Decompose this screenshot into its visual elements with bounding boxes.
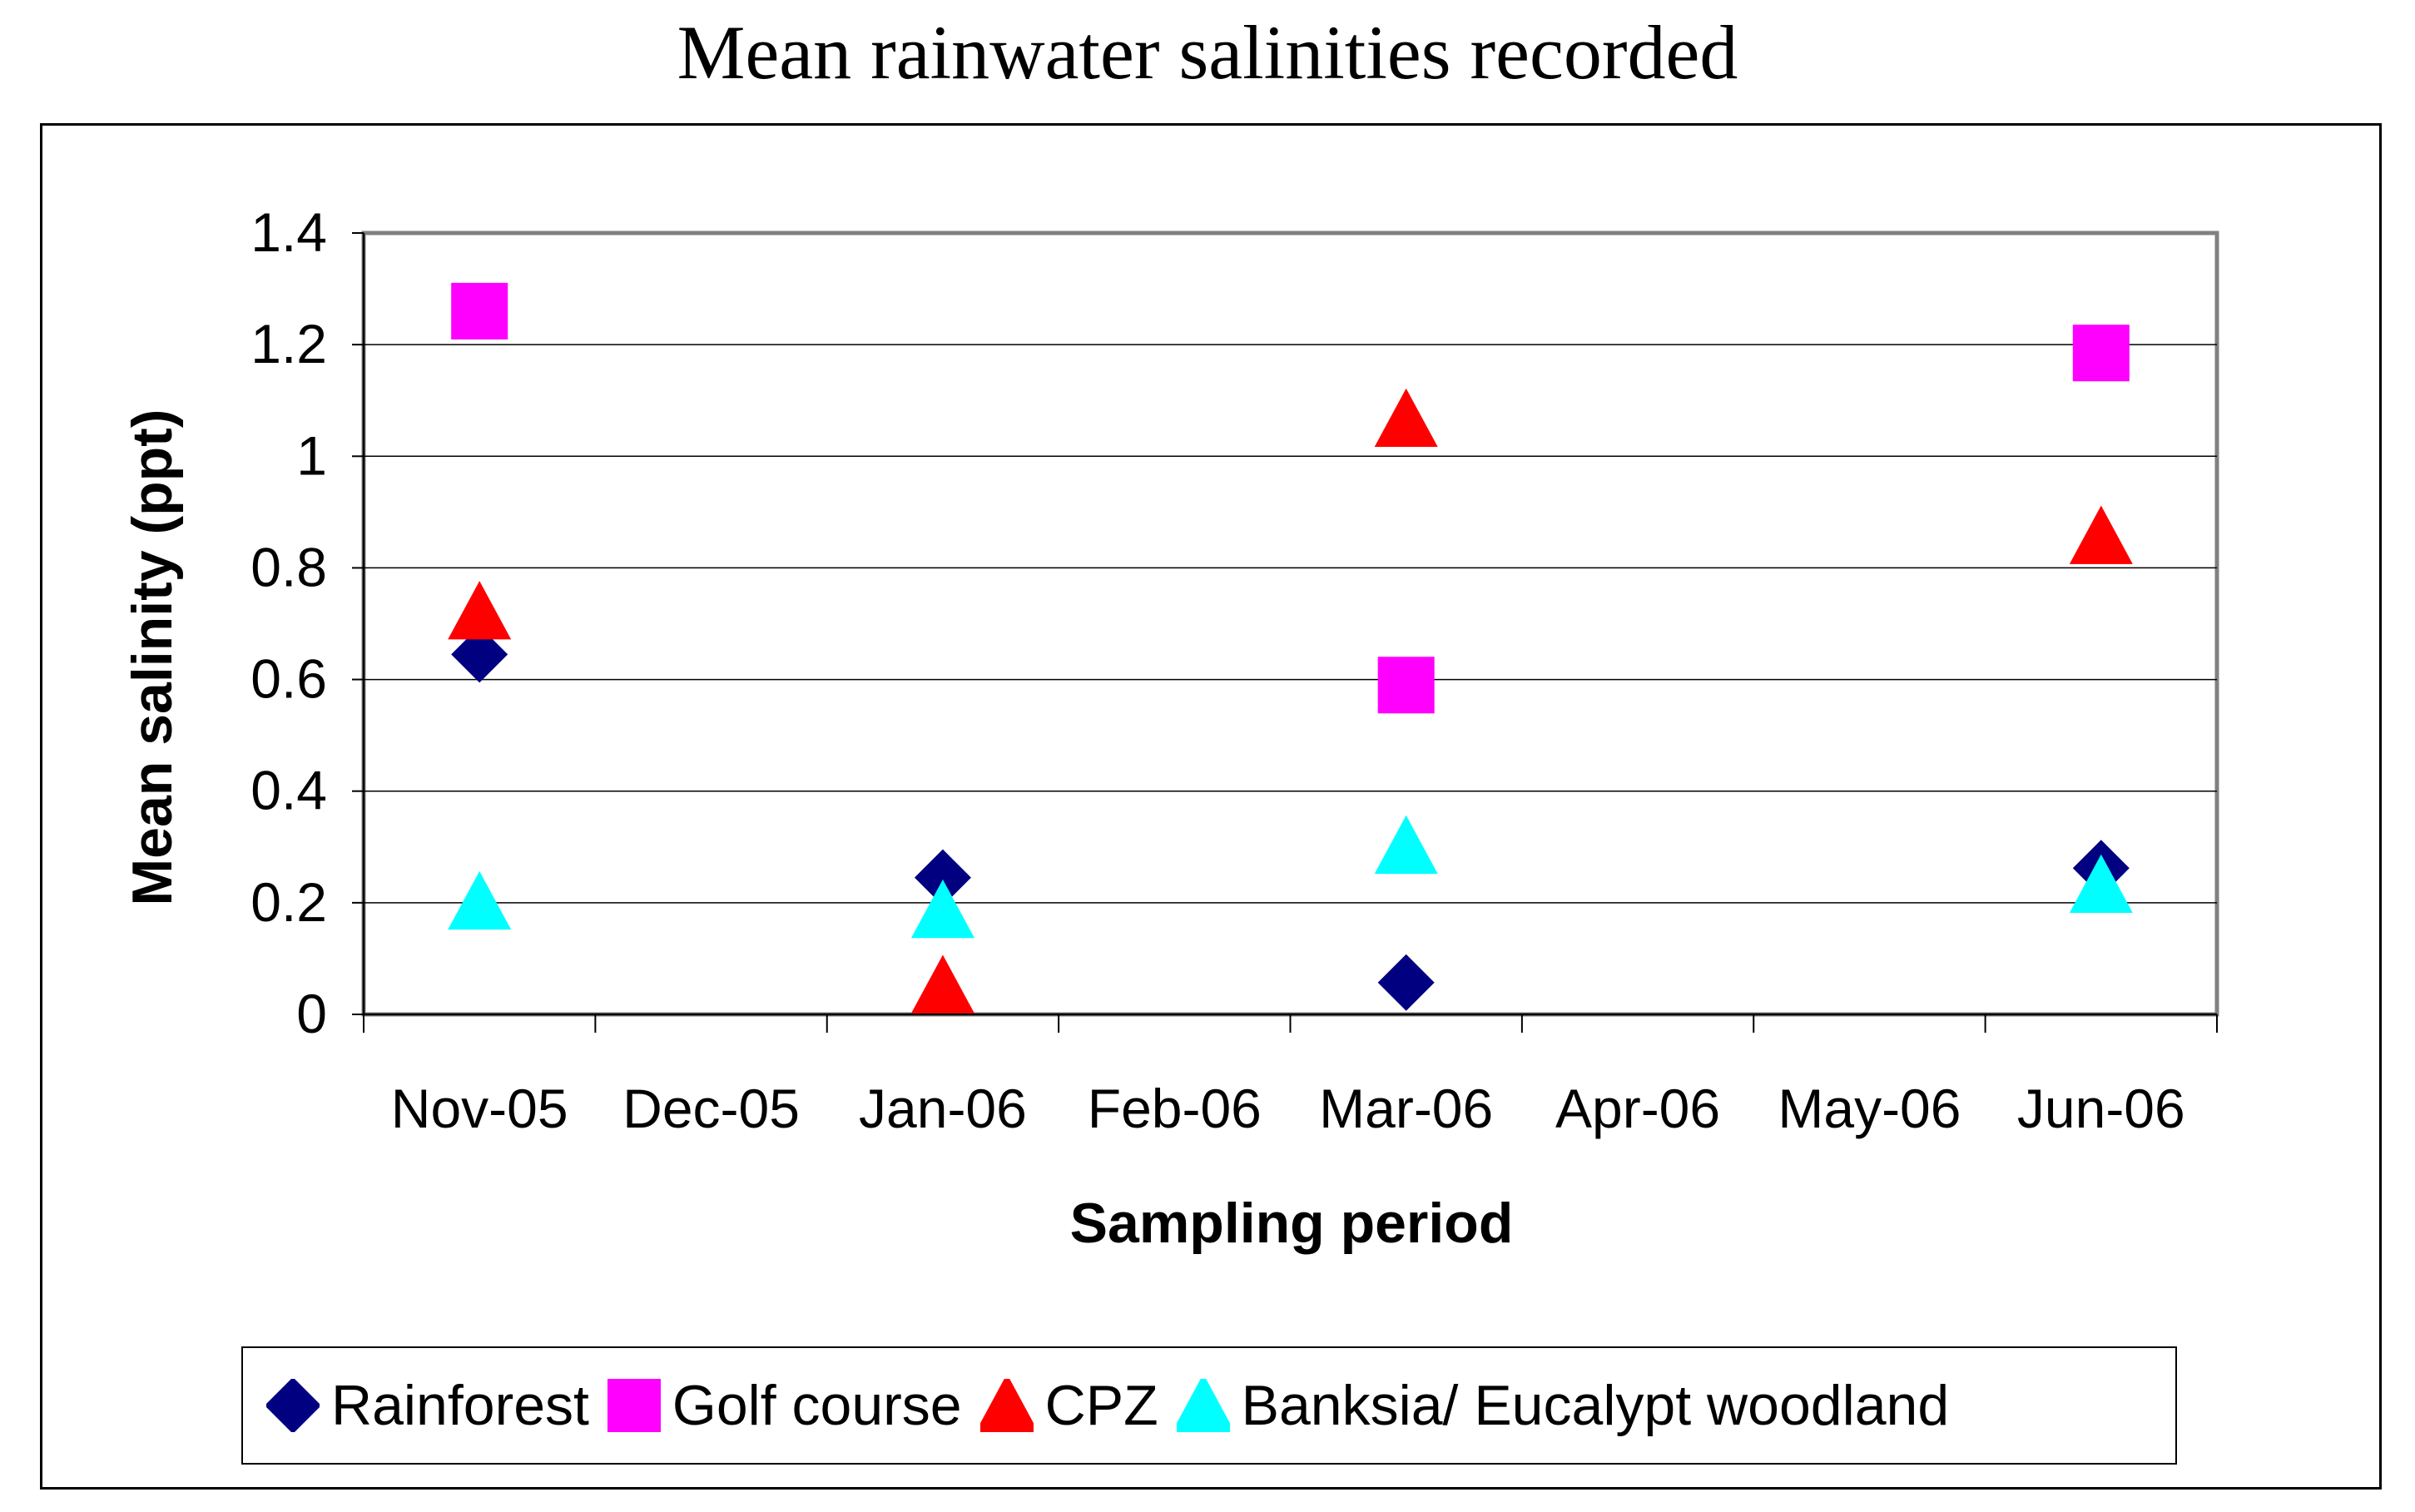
y-axis-title: Mean salinity (ppt) — [121, 409, 184, 906]
legend-marker-rainforest — [266, 1379, 320, 1432]
legend-item-golf-course: Golf course — [607, 1373, 962, 1438]
data-point-banksia-eucalypt-woodland — [2069, 854, 2133, 914]
data-point-cpz — [1374, 388, 1438, 447]
x-tick-label: Dec-05 — [622, 1078, 800, 1139]
y-tick-label: 0 — [296, 983, 327, 1044]
legend-symbol — [266, 1379, 320, 1432]
legend-marker-banksia-eucalypt-woodland — [1176, 1379, 1230, 1432]
data-point-rainforest — [914, 849, 971, 906]
x-tick-label: Jan-06 — [859, 1078, 1027, 1139]
data-point-cpz — [910, 954, 974, 1014]
y-tick-label: 1.2 — [250, 313, 327, 374]
y-tick-label: 0.2 — [250, 871, 327, 933]
y-tick-label: 1.4 — [250, 201, 327, 263]
legend-label: Rainforest — [331, 1374, 589, 1437]
data-point-cpz — [448, 581, 512, 640]
x-tick-label: Mar-06 — [1319, 1078, 1493, 1139]
data-point-banksia-eucalypt-woodland — [910, 879, 974, 939]
legend-symbol — [1176, 1379, 1230, 1432]
legend-symbol — [979, 1379, 1034, 1432]
legend-symbol — [607, 1379, 661, 1432]
legend-label: Banksia/ Eucalypt woodland — [1241, 1374, 1950, 1437]
data-point-golf-course — [2072, 325, 2130, 382]
y-tick-label: 0.8 — [250, 536, 327, 597]
x-tick-label: Feb-06 — [1088, 1078, 1262, 1139]
x-tick-label: Apr-06 — [1555, 1078, 1720, 1139]
plot-area — [361, 231, 2219, 1017]
legend-item-cpz: CPZ — [979, 1373, 1158, 1438]
legend-item-rainforest: Rainforest — [266, 1373, 589, 1438]
x-tick-label: Nov-05 — [391, 1078, 568, 1139]
legend-marker-cpz — [979, 1379, 1034, 1432]
x-tick-label: May-06 — [1778, 1078, 1961, 1139]
y-tick-label: 0.6 — [250, 648, 327, 710]
data-point-rainforest — [1377, 954, 1435, 1011]
data-point-banksia-eucalypt-woodland — [448, 870, 512, 930]
legend-marker-golf-course — [607, 1379, 661, 1432]
data-point-banksia-eucalypt-woodland — [1374, 815, 1438, 875]
chart-title: Mean rainwater salinities recorded — [677, 10, 1738, 95]
data-point-rainforest — [451, 626, 508, 683]
y-tick-label: 1 — [296, 424, 327, 486]
legend-label: Golf course — [672, 1374, 962, 1437]
data-point-golf-course — [451, 282, 508, 340]
chart-frame — [40, 123, 2382, 1490]
data-point-golf-course — [1377, 657, 1435, 714]
x-axis-title: Sampling period — [1070, 1192, 1514, 1255]
legend: Rainforest Golf course CPZ Banksia/ Eucalyp… — [241, 1346, 2177, 1465]
data-point-cpz — [2069, 505, 2133, 564]
y-tick-label: 0.4 — [250, 760, 327, 821]
legend-label: CPZ — [1044, 1374, 1158, 1437]
x-tick-label: Jun-06 — [2017, 1078, 2185, 1139]
legend-item-banksia-eucalypt-woodland: Banksia/ Eucalypt woodland — [1176, 1373, 1950, 1438]
